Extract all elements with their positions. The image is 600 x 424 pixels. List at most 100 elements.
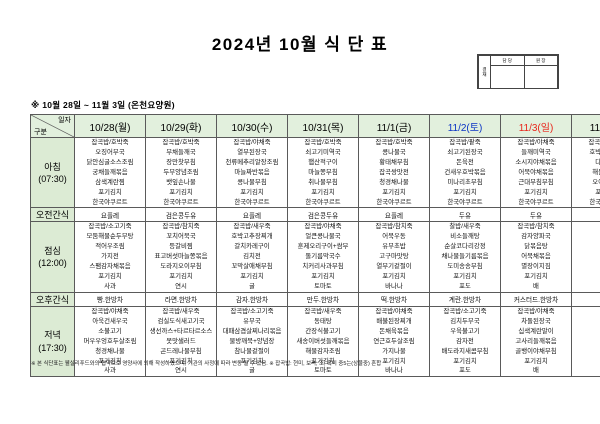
menu-item: 대패삼겹살찌나리볶음 (222, 327, 282, 335)
menu-item: 머우우엉호두살조림 (83, 337, 137, 345)
menu-item: 포기김치 (453, 357, 477, 365)
header-day-5: 11/2(토) (429, 114, 501, 138)
menu-item: 배 (533, 367, 539, 375)
cell-lunch-day-7 (571, 221, 600, 293)
menu-item: 꼬치어묵국 (166, 233, 196, 241)
menu-item: 간장식불고기 (305, 327, 341, 335)
menu-item: 호박고추장찌개 (231, 233, 273, 241)
cell-lunch-day-5: 찰밥/새우죽 비소들깨탕 순살코다리강정 채나물들기름볶음 도미송송무침 포기김치 포도 (429, 221, 501, 293)
menu-item: 귤 (249, 282, 255, 290)
cell-morning-snack-day-7 (571, 207, 600, 223)
menu-item: 잡곡밥/호박죽 (304, 139, 342, 146)
menu-row-lunch: 점심 (12:00) 잡곡밥/소고기죽 모둠해물순두부탕 적어우조림 가지전 스팸감자채볶음… (30, 221, 600, 293)
menu-item: 콩나물국 (382, 148, 406, 156)
menu-item: 포기김치 (595, 188, 600, 196)
cell-lunch-day-1: 잡곡밥/참치죽 꼬치어묵국 등갈비찜 표고버섯마늘쫑볶음 도라지오이무침 포기김치 연시 (145, 221, 217, 293)
menu-item: 가지전 (101, 253, 119, 261)
menu-item: 차돌된장국 (521, 317, 551, 325)
menu-item: 유부초밥 (382, 243, 406, 251)
menu-item: 얼큰콩나물국 (305, 233, 341, 241)
row-label-time: (12:00) (38, 258, 67, 269)
menu-item: 다워구이 (595, 158, 600, 166)
page-title: 2024년 10월 식 단 표 (211, 35, 389, 54)
cell-breakfast-day-7: 잡곡밥/호박죽호박새우무국다워구이해물꼬지전오이소무침포기김치한국야쿠르트 (571, 136, 600, 209)
menu-item: 잡곡밥/야채죽 (517, 307, 555, 315)
approval-label-char-2: 재 (482, 72, 487, 77)
row-label-breakfast: 아침 (07:30) (30, 136, 75, 209)
menu-item: 멸장이지짐 (521, 263, 551, 271)
menu-item: 근대무침무침 (518, 178, 554, 186)
menu-item: 바나나 (385, 367, 403, 375)
row-label-morning-snack: 오전간식 (30, 207, 75, 223)
menu-item: 새송이버섯들깨볶음 (296, 337, 350, 345)
menu-item: 닭볶음탕 (524, 243, 548, 251)
menu-item: 토마토 (314, 282, 332, 290)
corner-label-category: 구분 (34, 129, 47, 136)
menu-item: 무채들깨국 (166, 148, 196, 156)
menu-item: 꼬막살애채무침 (231, 263, 273, 271)
row-label-dinner: 저녁 (17:30) (30, 305, 75, 378)
row-label-time: (07:30) (38, 173, 67, 184)
menu-item: 잡곡밥/호박죽 (91, 139, 129, 146)
menu-item: 마늘짜반볶음 (234, 168, 270, 176)
menu-item: 잡곡밥/야채죽 (233, 139, 271, 146)
menu-item: 감자양파국 (521, 233, 551, 241)
approval-label-char-1: 결 (482, 66, 487, 72)
menu-item: 포도 (459, 367, 471, 375)
menu-item: 잡곡밥/야채죽 (91, 307, 129, 315)
menu-item: 곤드레나물무침 (160, 347, 202, 355)
menu-item: 잡곡밥/야채죽 (517, 139, 555, 146)
menu-item: 훈제오리구이+쌈무 (297, 243, 349, 251)
menu-item: 찰밥/새우죽 (449, 223, 481, 231)
cell-morning-snack-day-1: 검은콩두유 (145, 207, 217, 223)
approval-signature-director[interactable] (523, 65, 558, 89)
menu-item: 잡곡밥/야채죽 (304, 223, 342, 231)
menu-item: 고구마맛탕 (379, 253, 409, 261)
menu-item: 쇠고기미역국 (305, 148, 341, 156)
menu-item: 갈치카레구이 (234, 243, 270, 251)
menu-item: 한국야쿠르트 (589, 198, 600, 206)
date-range-subtitle: ※ 10월 28일 ~ 11월 3일 (온천요양원) (31, 100, 175, 110)
menu-item: 모둠해물순두부탕 (86, 233, 134, 241)
menu-item: 어묵우동 (382, 233, 406, 241)
menu-item: 해물감자조림 (305, 347, 341, 355)
menu-item: 콩나물무침 (237, 178, 267, 186)
cell-lunch-day-0: 잡곡밥/소고기죽 모둠해물순두부탕 적어우조림 가지전 스팸감자채볶음 포기김치 사과 (74, 221, 146, 293)
menu-item: 감자전 (456, 337, 474, 345)
cell-dinner-day-4: 잡곡밥/야채죽 배불된장찌개 돈채육볶음 연근호두살조림 가지나물 포기김치 바나나 (358, 305, 430, 378)
menu-item: 뱃잎손나물 (166, 178, 196, 186)
menu-item: 돈육전 (456, 158, 474, 166)
menu-item: 어묵채볶음 (521, 253, 551, 261)
cell-breakfast-day-5: 잡곡밥/팥죽 쇠고기된장국 돈육전 건새우호박볶음 미나리초무침 포기김치 한국야쿠르트 (429, 136, 501, 209)
approval-signature-staff[interactable] (490, 65, 525, 89)
menu-item: 잡곡밥/소고기죽 (443, 307, 487, 315)
cell-afternoon-snack-day-7 (571, 291, 600, 307)
menu-item: 잡곡밥/새우죽 (162, 307, 200, 315)
menu-item: 청경채나물 (95, 347, 125, 355)
menu-item: 포기김치 (169, 273, 193, 281)
cell-breakfast-day-2: 잡곡밥/야채죽 열무된장국 천류메추리알장조림 마늘짜반볶음 콩나물무침 포기김치 한국야쿠… (216, 136, 288, 209)
menu-item: 포기김치 (524, 357, 548, 365)
header-day-6: 11/3(일) (500, 114, 572, 138)
menu-item: 바나나 (385, 282, 403, 290)
menu-row-dinner: 저녁 (17:30) 잡곡밥/야채죽 아욱건새우국 소불고기 머우우엉호두살조림 청경채나물… (30, 305, 600, 378)
menu-item: 오이소무침 (592, 178, 600, 186)
row-label-lunch: 점심 (12:00) (30, 221, 75, 293)
menu-row-afternoon-snack: 오후간식 빵.한방차 라면.한방차 감자.한방차 만두.한방차 떡.한방차 계란.한방차 커스… (30, 291, 600, 307)
cell-morning-snack-day-5: 두유 (429, 207, 501, 223)
cell-morning-snack-day-2: 요플레 (216, 207, 288, 223)
menu-item: 포기김치 (453, 273, 477, 281)
menu-item: 채나물들기름볶음 (441, 253, 489, 261)
cell-breakfast-day-0: 잡곡밥/호박죽 오징어무국 닭안심굴소스조림 궁채들깨볶음 삼색계란찜 포기김치 한국야쿠르… (74, 136, 146, 209)
approval-header-staff: 담 당 (490, 55, 525, 66)
menu-item: 청경채나물 (379, 178, 409, 186)
header-day-0: 10/28(월) (74, 114, 146, 138)
cell-afternoon-snack-day-1: 라면.한방차 (145, 291, 217, 307)
menu-item: 잡곡밥/호박죽 (162, 139, 200, 146)
menu-row-morning-snack: 오전간식 요플레 검은콩두유 요플레 검은콩두유 요플레 두유 두유 (30, 207, 600, 223)
menu-item: 한국야쿠르트 (305, 198, 341, 206)
header-day-3: 10/31(목) (287, 114, 359, 138)
menu-item: 포도 (459, 282, 471, 290)
menu-item: 한국야쿠르트 (518, 198, 554, 206)
